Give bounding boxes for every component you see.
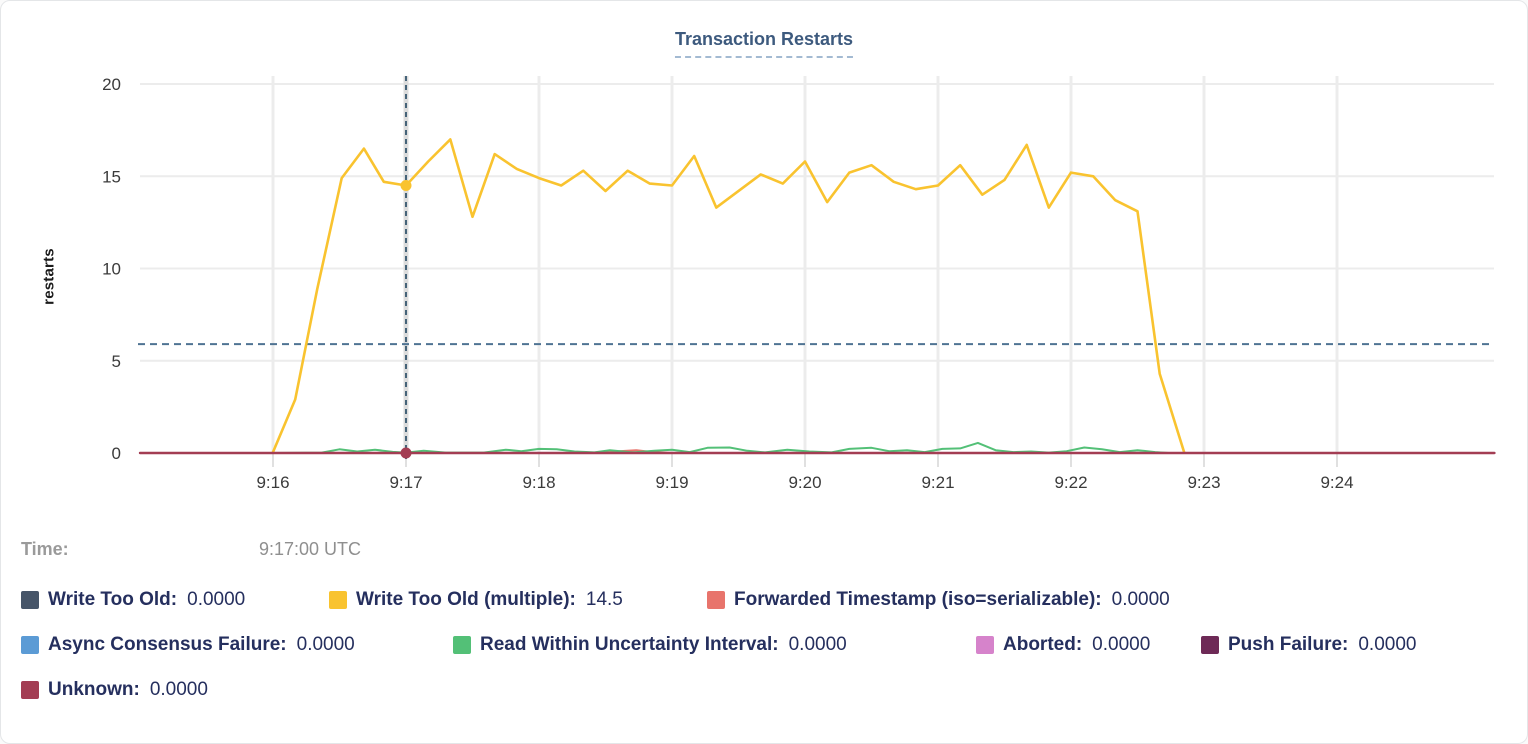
y-tick-label: 20 [102,75,121,94]
legend-swatch-icon [1201,636,1219,654]
y-tick-label: 0 [112,444,121,463]
hover-dot-write-too-old-multiple [400,179,412,191]
crosshair-band [403,76,409,453]
x-tick-label: 9:21 [921,473,954,492]
x-tick-label: 9:23 [1187,473,1220,492]
legend-item-push-failure[interactable]: Push Failure: 0.0000 [1201,634,1416,656]
axis-labels: 20 15 10 5 0 9:16 9:17 9:18 9:19 9:20 9:21 9:22 9:23… [102,75,1353,492]
legend-item-async-consensus-failure[interactable]: Async Consensus Failure: 0.0000 [21,634,355,656]
tooltip-time-row: Time: 9:17:00 UTC [1,539,1527,567]
y-tick-label: 15 [102,167,121,186]
legend-item-label: Unknown: [48,679,140,700]
legend-item-value: 14.5 [585,589,623,610]
series-write-too-old-multiple-line [271,138,1186,454]
chart-title: Transaction Restarts [674,29,854,58]
legend-swatch-icon [21,591,39,609]
x-tick-label: 9:20 [788,473,821,492]
legend-item-value: 0.0000 [1358,634,1417,655]
x-tick-label: 9:24 [1320,473,1353,492]
x-tick-label: 9:18 [522,473,555,492]
gridlines [140,76,1494,467]
legend-item-label: Aborted: [1003,634,1083,655]
legend-item-label: Push Failure: [1228,634,1349,655]
legend-row-3: Unknown: 0.0000 [1,679,1527,707]
x-tick-label: 9:17 [389,473,422,492]
legend-item-write-too-old-multiple[interactable]: Write Too Old (multiple): 14.5 [329,589,623,611]
restarts-chart: 20 15 10 5 0 9:16 9:17 9:18 9:19 9:20 9:21 9:22 9:23… [102,75,1496,492]
legend-item-unknown[interactable]: Unknown: 0.0000 [21,679,208,701]
legend-swatch-icon [976,636,994,654]
legend-item-value: 0.0000 [788,634,847,655]
legend-item-forwarded-timestamp-iso-serializable[interactable]: Forwarded Timestamp (iso=serializable): 0… [707,589,1170,611]
legend-swatch-icon [707,591,725,609]
legend-item-value: 0.0000 [149,679,208,700]
legend-item-label: Forwarded Timestamp (iso=serializable): [734,589,1102,610]
legend-row-2: Async Consensus Failure: 0.0000 Read Withi… [1,634,1527,662]
legend-item-value: 0.0000 [187,589,246,610]
legend-item-label: Write Too Old (multiple): [356,589,576,610]
legend-item-value: 0.0000 [1092,634,1151,655]
legend-swatch-icon [21,636,39,654]
legend-swatch-icon [21,681,39,699]
legend-item-write-too-old[interactable]: Write Too Old: 0.0000 [21,589,245,611]
y-tick-label: 10 [102,260,121,279]
time-label: Time: [21,539,69,559]
legend-item-value: 0.0000 [296,634,355,655]
legend-item-aborted[interactable]: Aborted: 0.0000 [976,634,1150,656]
y-tick-label: 5 [112,352,121,371]
legend-item-label: Async Consensus Failure: [48,634,287,655]
legend-item-read-within-uncertainty-interval[interactable]: Read Within Uncertainty Interval: 0.0000 [453,634,847,656]
legend-row-1: Write Too Old: 0.0000 Write Too Old (multi… [1,589,1527,617]
x-tick-label: 9:19 [655,473,688,492]
legend-item-label: Read Within Uncertainty Interval: [480,634,779,655]
legend-swatch-icon [329,591,347,609]
legend-swatch-icon [453,636,471,654]
legend-item-label: Write Too Old: [48,589,178,610]
hover-dot-unknown [400,447,412,459]
x-tick-label: 9:22 [1054,473,1087,492]
legend-item-value: 0.0000 [1111,589,1170,610]
x-tick-label: 9:16 [256,473,289,492]
time-value: 9:17:00 UTC [259,539,362,559]
plot-area[interactable] [140,76,1494,453]
